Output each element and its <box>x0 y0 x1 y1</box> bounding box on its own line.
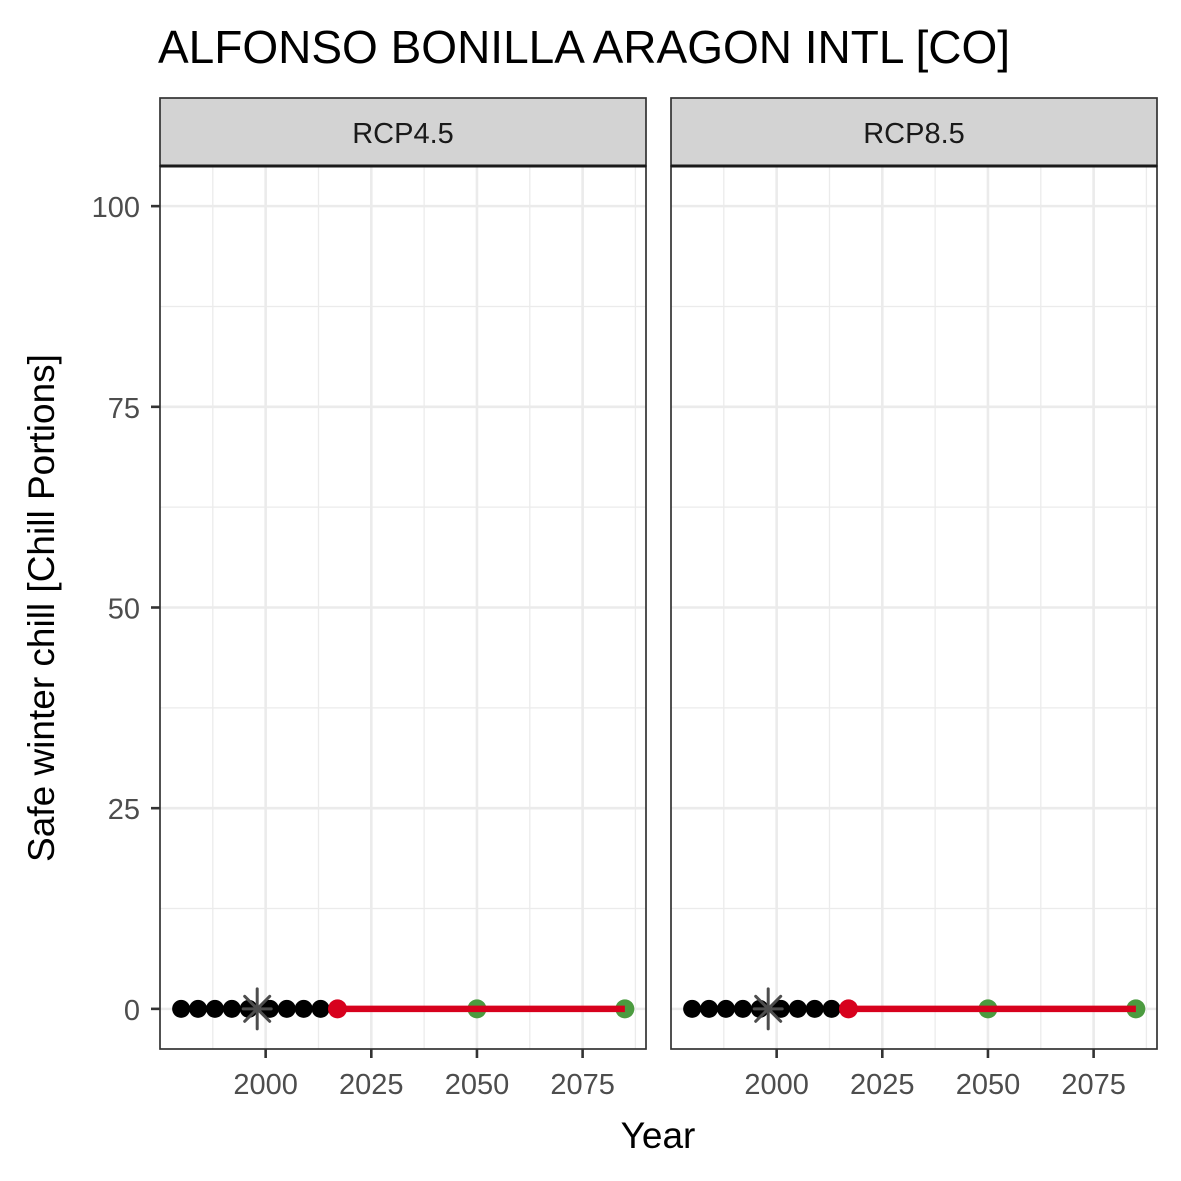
chart-title: ALFONSO BONILLA ARAGON INTL [CO] <box>158 21 1010 73</box>
historic-point <box>716 999 735 1018</box>
x-tick-label: 2000 <box>233 1069 298 1101</box>
baseline-marker <box>752 987 784 1031</box>
historic-point <box>205 999 224 1018</box>
historic-point <box>277 999 296 1018</box>
x-tick-label: 2075 <box>1061 1069 1126 1101</box>
y-tick-label: 25 <box>108 794 140 826</box>
y-tick-label: 0 <box>124 995 140 1027</box>
panels-layer: RCP4.5 2000 2025 2050 2075 0 25 50 75 100 RCP8.5 20… <box>92 97 1158 1101</box>
panel-rcp8-5: RCP8.5 2000 2025 2050 2075 <box>670 97 1158 1101</box>
historic-point <box>805 999 824 1018</box>
historic-point <box>700 999 719 1018</box>
x-tick-label: 2000 <box>744 1069 809 1101</box>
historic-point <box>294 999 313 1018</box>
historic-point <box>733 999 752 1018</box>
historic-point <box>222 999 241 1018</box>
panel-strip <box>670 97 1158 167</box>
y-axis-title: Safe winter chill [Chill Portions] <box>21 354 62 862</box>
historic-point <box>172 999 191 1018</box>
historic-point <box>683 999 702 1018</box>
x-tick-label: 2025 <box>339 1069 404 1101</box>
baseline-marker <box>241 987 273 1031</box>
panel-rcp4-5: RCP4.5 2000 2025 2050 2075 0 25 50 75 100 <box>92 97 647 1101</box>
panel-strip-label: RCP4.5 <box>352 118 454 150</box>
x-tick-label: 2075 <box>550 1069 615 1101</box>
baseline-marker-stroke <box>243 994 272 1023</box>
baseline-marker-stroke <box>754 994 783 1023</box>
y-tick-label: 75 <box>108 393 140 425</box>
x-axis-title: Year <box>621 1115 696 1156</box>
y-tick-label: 100 <box>92 192 140 224</box>
y-tick-label: 50 <box>108 594 140 626</box>
projection-start-point <box>327 999 347 1019</box>
historic-point <box>822 999 841 1018</box>
x-tick-label: 2050 <box>445 1069 510 1101</box>
historic-point <box>189 999 208 1018</box>
panel-strip <box>159 97 647 167</box>
panel-strip-label: RCP8.5 <box>863 118 965 150</box>
x-tick-label: 2025 <box>850 1069 915 1101</box>
x-tick-label: 2050 <box>956 1069 1021 1101</box>
historic-point <box>311 999 330 1018</box>
historic-point <box>788 999 807 1018</box>
projection-start-point <box>838 999 858 1019</box>
